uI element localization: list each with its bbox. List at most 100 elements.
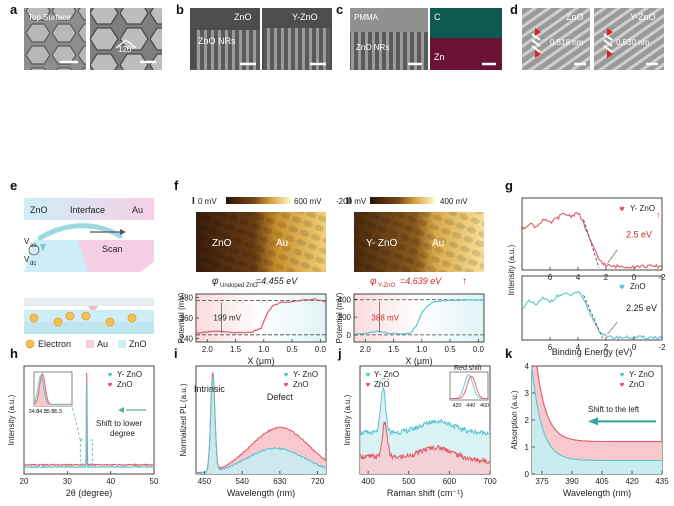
f-right-delta-label: 388 mV [371, 313, 399, 322]
f-xlabel-left: X (μm) [247, 356, 274, 366]
label-interface: Interface [70, 205, 105, 215]
g-bottom-edge-value: 2.25 eV [626, 303, 657, 313]
k-fill-yzno [532, 367, 662, 474]
h-note-1: Shift to lower [96, 419, 143, 428]
i-legend-yzno: Y- ZnO [293, 370, 318, 379]
interface-bar [24, 198, 154, 220]
roman-ii: II [346, 196, 352, 207]
h-inset-fill-zno [34, 373, 72, 406]
panel-label-a: a [10, 2, 18, 17]
label-vac-sub: ac [30, 243, 36, 249]
k-xtick-label: 435 [655, 477, 669, 486]
panel-label-j: j [337, 346, 342, 361]
colorbar-left [226, 197, 290, 204]
j-fill-yzno [360, 387, 490, 474]
h-ylabel: Intensity (a.u.) [7, 394, 16, 445]
j-redshift-label: Red shift [454, 365, 482, 372]
h-xtick-label: 40 [106, 477, 115, 486]
f-right-xtick-label: 1.0 [416, 345, 428, 354]
h-series-zno [23, 372, 155, 467]
i-defect-label: Defect [267, 392, 294, 402]
h-inset-tick-label: 34.0 [29, 409, 40, 415]
k-ylabel: Absorption (a.u.) [510, 390, 519, 449]
g-top-legend-heart-icon [619, 206, 625, 212]
j-xlabel: Raman shift (cm⁻¹) [387, 488, 463, 498]
h-inset-tick-label: 34.5 [36, 409, 47, 415]
k-ytick-label: 3 [525, 389, 530, 398]
f-right-ytick-label: 0 [347, 331, 352, 340]
hrtem-label-zno: ZnO [566, 12, 584, 22]
k-xtick-label: 420 [625, 477, 639, 486]
j-inset-tick-label: 460 [480, 403, 489, 409]
h-xlabel: 2θ (degree) [66, 488, 113, 498]
g-up-arrow-icon: ↑ [656, 210, 661, 220]
h-zoom-box [79, 439, 93, 465]
label-vdc-sub: dc [30, 261, 36, 267]
k-shift-label: Shift to the left [588, 405, 640, 414]
k-fill-zno [532, 366, 662, 474]
g-bottom-xtick-label: -2 [658, 343, 666, 352]
label-vdc: V [24, 255, 30, 264]
g-xlabel: Binding Energy (eV) [552, 347, 633, 357]
legend-label-zno: ZnO [129, 339, 147, 349]
j-curved-arrow [377, 377, 390, 389]
afm-texture [196, 212, 326, 272]
pmma-layer [350, 8, 428, 32]
tip-bar [24, 298, 154, 306]
legend-au-swatch [86, 340, 94, 348]
j-inset-line-zno [450, 375, 488, 400]
panel-label-b: b [176, 2, 184, 17]
h-xtick-label: 20 [20, 477, 29, 486]
f-left-series-line [196, 298, 327, 334]
sample-au [78, 240, 154, 272]
g-top-edge-value: 2.5 eV [626, 230, 652, 240]
f-right-series-line [353, 298, 485, 335]
lattice-fringe-marker [603, 33, 613, 53]
map-label-au: Au [432, 238, 444, 249]
k-series-yzno [531, 367, 662, 462]
j-inset-tick-label: 440 [466, 403, 475, 409]
colorbar-left-max: 600 mV [294, 197, 322, 206]
k-legend-yzno: Y- ZnO [629, 370, 654, 379]
label-vac: V [24, 237, 30, 246]
f-left-xtick-label: 1.5 [230, 345, 242, 354]
i-intrinsic-label: Intrinsic [194, 384, 226, 394]
roman-i: I [192, 196, 195, 207]
h-xtick-label: 30 [63, 477, 72, 486]
j-inset-bg [449, 371, 489, 401]
h-inset-tick-label: 35.0 [44, 409, 55, 415]
electron-icon [29, 313, 39, 323]
j-legend-yzno: Y- ZnO [374, 370, 399, 379]
f-left-xtick-label: 1.0 [258, 345, 270, 354]
scan-arrowhead-icon [120, 229, 126, 235]
cantilever-icon [37, 223, 123, 241]
phi-sub-undoped: Undoped ZnO [220, 283, 258, 289]
h-shift-arrowhead-icon [118, 407, 124, 413]
i-legend-heart-icon-zno [283, 382, 289, 387]
colorbar-left-min: 0 mV [198, 197, 217, 206]
tip-icon [40, 244, 46, 252]
f-ylabel-left: Potential (mV) [177, 292, 186, 343]
g-top-frame [521, 197, 663, 271]
f-left-ytick-label: 480 [180, 293, 194, 302]
eds-label-zn: Zn [434, 52, 445, 62]
label-au: Au [132, 205, 143, 215]
k-xtick-label: 405 [595, 477, 609, 486]
g-top-xtick-label: 2 [604, 273, 609, 282]
h-inset-line-yzno [33, 374, 72, 405]
eds-label-c: C [434, 12, 441, 22]
ac-source-icon [28, 244, 40, 256]
map-label-zno: ZnO [212, 238, 232, 249]
legend-label-electron: Electron [38, 339, 71, 349]
electron-icon [53, 317, 63, 327]
phi-symbol: φ [370, 276, 377, 287]
g-bottom-frame [521, 275, 663, 341]
j-ylabel: Intensity (a.u.) [343, 394, 352, 445]
phi-sub-yzno: Y-ZnO [378, 283, 395, 289]
i-ylabel: Normalized PL (a.u.) [179, 383, 188, 456]
h-xtick-label: 50 [150, 477, 159, 486]
k-ytick-label: 0 [525, 470, 530, 479]
eds-map-carbon [430, 8, 502, 38]
g-bottom-xtick-label: 0 [632, 343, 637, 352]
